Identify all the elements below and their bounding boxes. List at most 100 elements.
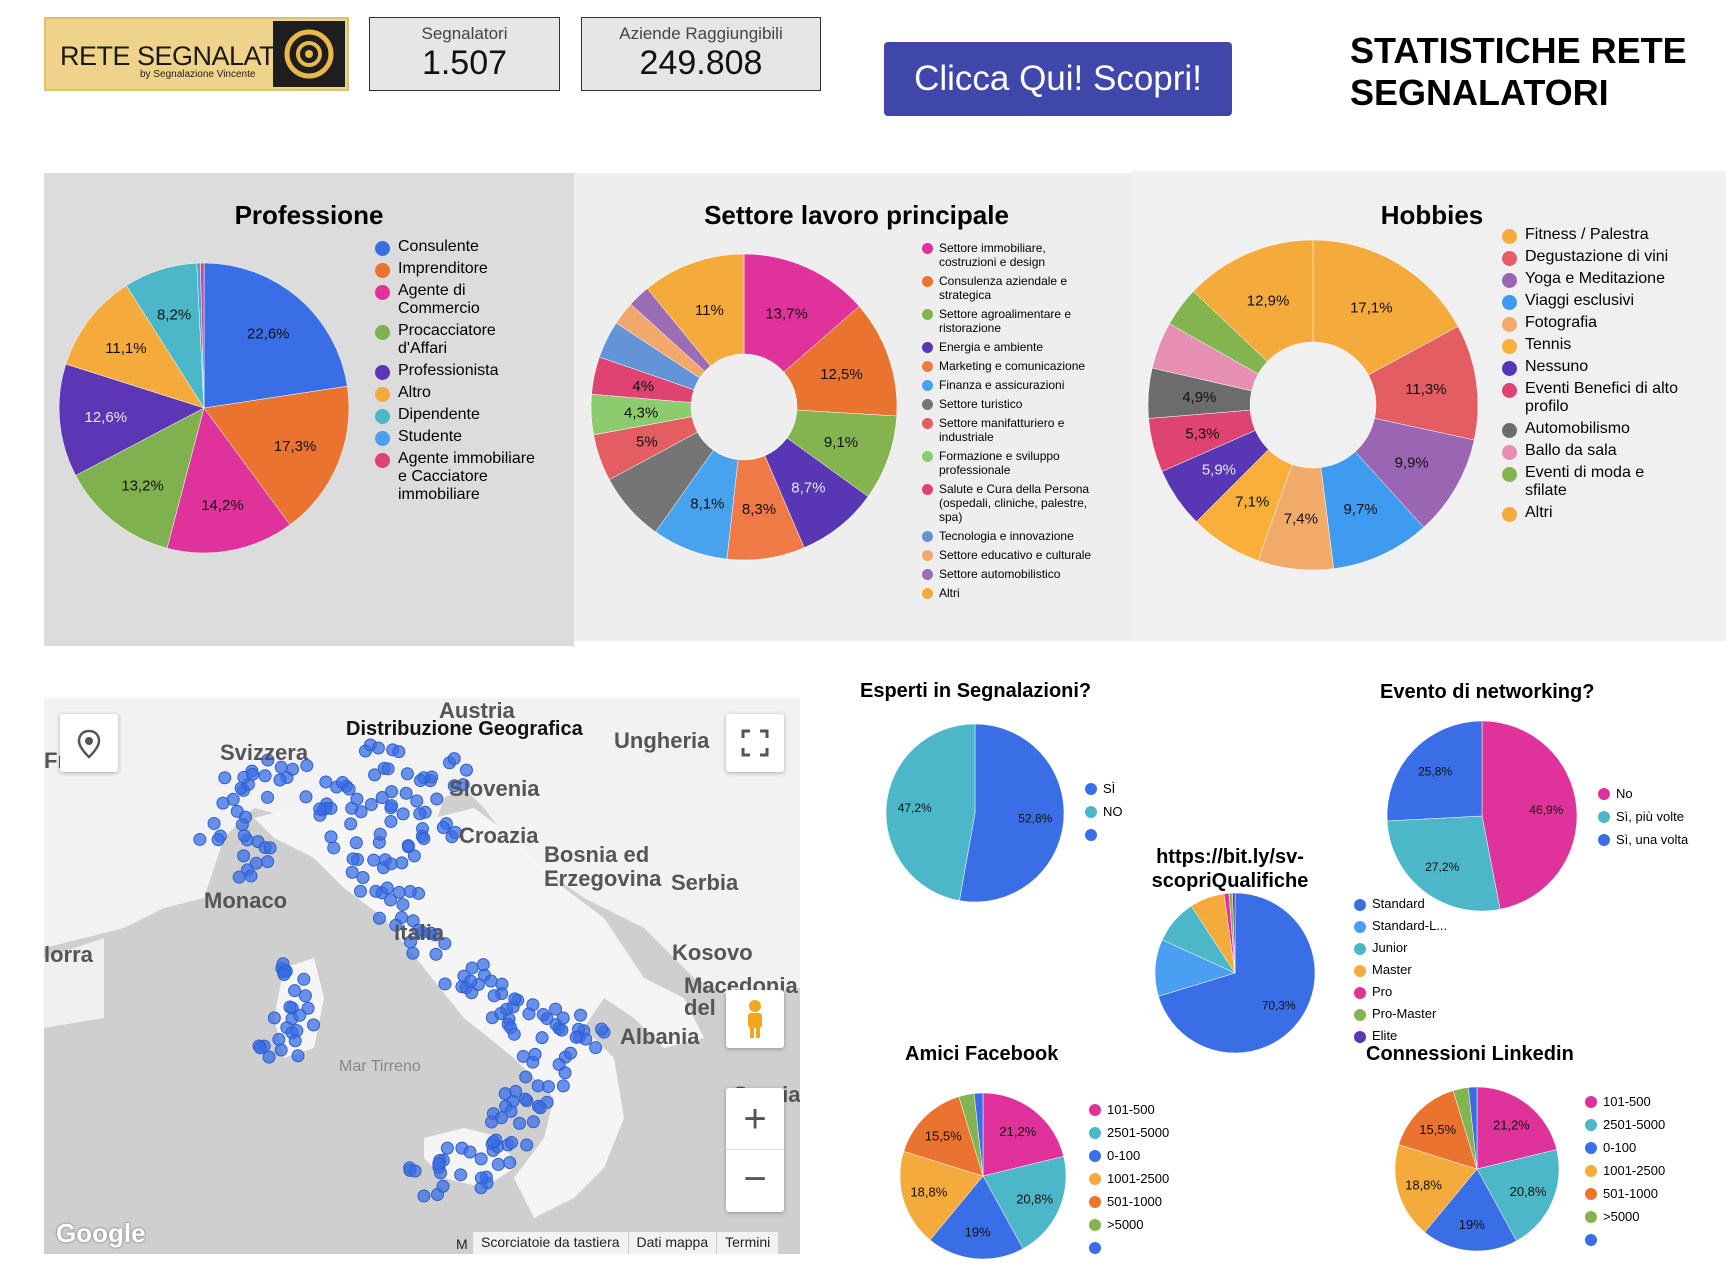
map-marker[interactable] (380, 881, 394, 895)
map-marker[interactable] (595, 1022, 609, 1036)
pie-slice[interactable] (58, 363, 205, 476)
legend-item[interactable]: Imprenditore (375, 260, 535, 278)
map-marker[interactable] (410, 794, 424, 808)
map-marker[interactable] (342, 782, 356, 796)
map-marker[interactable] (300, 759, 314, 773)
map-marker[interactable] (288, 1034, 302, 1048)
map-marker[interactable] (396, 807, 410, 821)
legend-item[interactable]: Viaggi esclusivi (1502, 292, 1682, 310)
legend-item[interactable] (1585, 1232, 1685, 1246)
map-marker[interactable] (232, 870, 246, 884)
legend-item[interactable]: Tecnologia e innovazione (922, 529, 1092, 543)
legend-item[interactable]: Pro (1354, 985, 1464, 999)
legend-item[interactable]: Master (1354, 963, 1464, 977)
legend-item[interactable]: Salute e Cura della Persona (ospedali, c… (922, 482, 1092, 524)
map-marker[interactable] (237, 849, 251, 863)
legend-item[interactable]: >5000 (1089, 1217, 1189, 1232)
map-marker[interactable] (428, 928, 442, 942)
legend-item[interactable]: Settore immobiliare, costruzioni e desig… (922, 241, 1092, 269)
pie-slice[interactable] (646, 253, 745, 367)
pie-slice[interactable] (982, 1092, 1064, 1177)
legend-item[interactable]: Standard (1354, 897, 1464, 911)
map-marker[interactable] (261, 790, 275, 804)
map-marker[interactable] (456, 778, 470, 792)
map-marker[interactable] (519, 1070, 533, 1084)
legend-item[interactable]: 501-1000 (1585, 1186, 1685, 1201)
map-marker[interactable] (474, 1152, 488, 1166)
map-marker[interactable] (411, 923, 425, 937)
map-marker[interactable] (555, 1023, 569, 1037)
map-marker[interactable] (353, 884, 367, 898)
map-marker[interactable] (395, 856, 409, 870)
map-marker[interactable] (237, 829, 251, 843)
map-marker[interactable] (392, 745, 406, 759)
map-marker[interactable] (454, 1168, 468, 1182)
map-marker[interactable] (261, 753, 275, 767)
map-marker[interactable] (574, 1008, 588, 1022)
pie-slice[interactable] (1312, 239, 1459, 376)
legend-item[interactable]: Elite (1354, 1029, 1464, 1043)
map-marker[interactable] (367, 853, 381, 867)
legend-item[interactable]: Agente di Commercio (375, 282, 535, 318)
legend-item[interactable]: 2501-5000 (1585, 1117, 1685, 1132)
map-marker[interactable] (288, 984, 302, 998)
legend-item[interactable]: Dipendente (375, 406, 535, 424)
pie-slice[interactable] (1424, 1168, 1517, 1252)
legend-item[interactable]: 2501-5000 (1089, 1125, 1189, 1140)
map-marker[interactable] (345, 865, 359, 879)
pie-slice[interactable] (903, 1096, 984, 1177)
map-marker[interactable] (556, 1079, 570, 1093)
legend-item[interactable]: Formazione e sviluppo professionale (922, 449, 1092, 477)
legend-item[interactable]: Sì, una volta (1598, 832, 1718, 847)
map-marker[interactable] (261, 855, 275, 869)
map-marker[interactable] (385, 799, 399, 813)
map-marker[interactable] (413, 774, 427, 788)
map-marker[interactable] (267, 1011, 281, 1025)
map-marker[interactable] (274, 760, 288, 774)
map-marker[interactable] (440, 1141, 454, 1155)
map-marker[interactable] (536, 1008, 550, 1022)
legend-item[interactable] (1085, 827, 1185, 841)
legend-item[interactable]: 101-500 (1089, 1102, 1189, 1117)
map-marker[interactable] (218, 771, 232, 785)
map-marker[interactable] (528, 1047, 542, 1061)
map-marker[interactable] (403, 935, 417, 949)
pie-slice[interactable] (743, 253, 860, 373)
map-marker[interactable] (474, 1171, 488, 1185)
map-marker[interactable] (413, 807, 427, 821)
legend-item[interactable]: Junior (1354, 941, 1464, 955)
map-marker[interactable] (406, 946, 420, 960)
fullscreen-button[interactable] (726, 714, 784, 772)
map-marker[interactable] (384, 857, 398, 871)
pie-slice[interactable] (1386, 720, 1483, 822)
legend-item[interactable]: Consulente (375, 238, 535, 256)
zoom-out-button[interactable]: − (743, 1157, 767, 1201)
map-marker[interactable] (253, 1041, 267, 1055)
map-marker[interactable] (487, 1135, 501, 1149)
pie-slice[interactable] (203, 385, 350, 526)
map-marker[interactable] (274, 1043, 288, 1057)
pie-slice[interactable] (200, 262, 205, 409)
cta-button[interactable]: Clicca Qui! Scopri! (884, 42, 1232, 116)
my-location-button[interactable] (60, 714, 118, 772)
legend-item[interactable]: Fitness / Palestra (1502, 226, 1682, 244)
legend-item[interactable]: Altri (1502, 504, 1682, 522)
map-marker[interactable] (262, 1050, 276, 1064)
legend-item[interactable]: SÌ (1085, 781, 1185, 796)
map-marker[interactable] (498, 1087, 512, 1101)
map-marker[interactable] (307, 1018, 321, 1032)
map-marker[interactable] (429, 947, 443, 961)
map-marker[interactable] (465, 986, 479, 1000)
map-marker[interactable] (273, 773, 287, 787)
map-marker[interactable] (349, 836, 363, 850)
keyboard-shortcuts-link[interactable]: Scorciatoie da tastiera (472, 1232, 628, 1254)
legend-item[interactable]: Settore automobilistico (922, 567, 1092, 581)
legend-item[interactable]: 0-100 (1089, 1148, 1189, 1163)
legend-item[interactable]: Energia e ambiente (922, 340, 1092, 354)
pie-slice[interactable] (65, 285, 205, 409)
legend-item[interactable]: NO (1085, 804, 1185, 819)
zoom-in-button[interactable]: + (726, 1088, 784, 1150)
legend-item[interactable]: 1001-2500 (1585, 1163, 1685, 1178)
map-marker[interactable] (549, 1002, 563, 1016)
legend-item[interactable]: Sì, più volte (1598, 809, 1718, 824)
